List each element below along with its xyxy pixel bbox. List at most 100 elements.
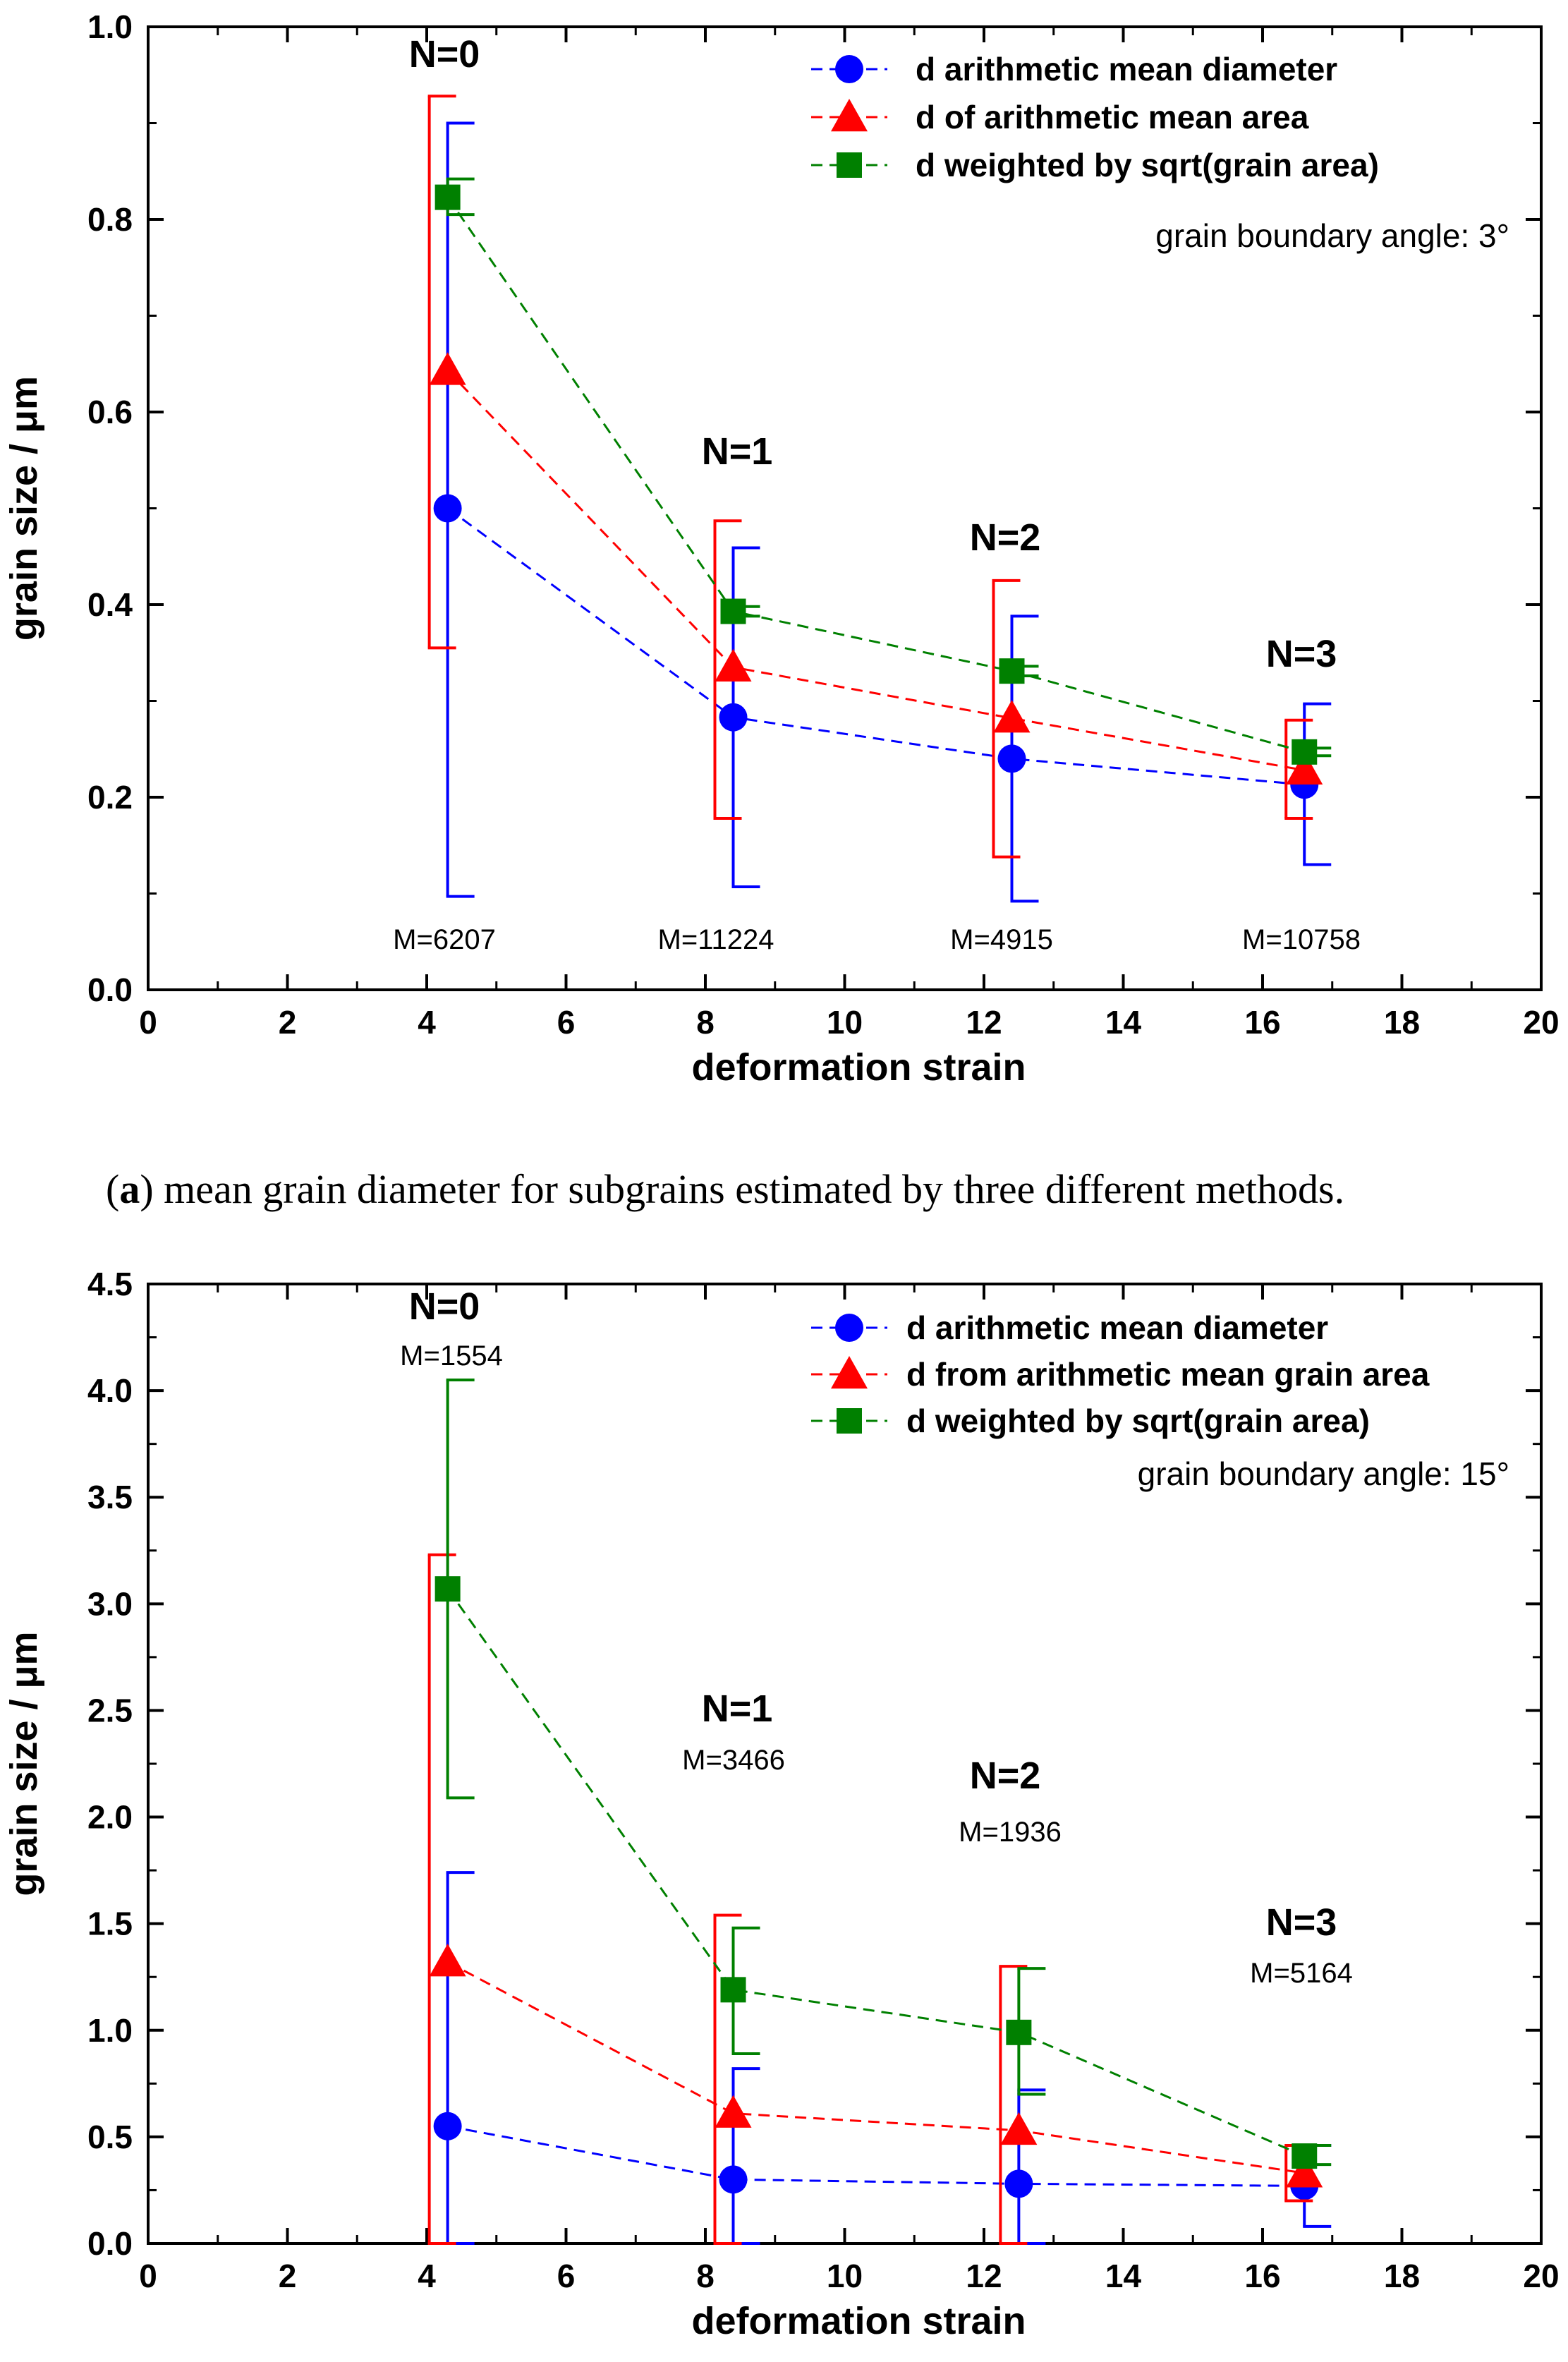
x-tick-label: 18 <box>1384 1004 1420 1041</box>
sample-count-label: M=6207 <box>393 924 496 955</box>
series-1 <box>433 1871 1332 2245</box>
legend: d arithmetic mean diameter d of arithmeti… <box>811 51 1379 183</box>
legend-marker <box>831 99 868 132</box>
series-3 <box>434 1379 1332 2169</box>
series-line <box>446 1588 1305 2157</box>
series-3 <box>434 177 1332 765</box>
x-tick-label: 20 <box>1523 1004 1559 1041</box>
group-label: N=1 <box>702 1688 773 1730</box>
data-point <box>1286 2155 1323 2188</box>
data-point <box>715 2095 752 2128</box>
y-tick-label: 3.0 <box>87 1585 133 1622</box>
data-point <box>715 648 752 682</box>
series-line <box>447 2125 1305 2187</box>
data-point <box>720 598 746 624</box>
group-label: N=1 <box>702 430 773 473</box>
x-tick-label: 0 <box>139 1004 157 1041</box>
group-label: N=0 <box>409 33 480 75</box>
legend-entry: d weighted by sqrt(grain area) <box>916 147 1379 183</box>
x-tick-label: 4 <box>418 2258 436 2294</box>
x-tick-label: 10 <box>827 1004 863 1041</box>
legend-entry: d arithmetic mean diameter <box>916 51 1337 87</box>
data-point <box>719 703 748 732</box>
y-tick-label: 1.5 <box>87 1906 133 1942</box>
y-tick-label: 2.5 <box>87 1692 133 1728</box>
data-point <box>433 2112 462 2140</box>
y-tick-label: 0.6 <box>87 394 133 430</box>
data-point <box>1006 2019 1032 2045</box>
data-point <box>433 494 462 523</box>
x-tick-label: 12 <box>966 2258 1002 2294</box>
data-point <box>719 2165 748 2194</box>
legend-marker <box>837 1408 862 1434</box>
legend-marker <box>835 55 863 83</box>
series-2 <box>427 95 1323 859</box>
series-line <box>446 370 1305 772</box>
series-line <box>446 507 1305 786</box>
data-point <box>1004 2169 1033 2198</box>
x-tick-label: 8 <box>696 2258 715 2294</box>
data-point <box>1286 751 1323 785</box>
x-axis-label: deformation strain <box>691 2300 1026 2342</box>
sample-count-label: M=3466 <box>682 1745 785 1776</box>
y-tick-label: 0.5 <box>87 2119 133 2155</box>
y-axis-label: grain size / μm <box>3 1631 45 1896</box>
sample-count-label: M=5164 <box>1250 1958 1353 1989</box>
sample-count-label: M=1936 <box>959 1817 1062 1848</box>
data-point <box>1292 2143 1318 2169</box>
series-2 <box>427 1553 1323 2245</box>
y-tick-label: 4.0 <box>87 1372 133 1409</box>
sample-count-label: M=10758 <box>1242 924 1361 955</box>
grain-boundary-annotation: grain boundary angle: 15° <box>1138 1455 1509 1492</box>
data-point <box>434 184 461 210</box>
x-tick-label: 2 <box>279 2258 297 2294</box>
y-axis-label: grain size / μm <box>3 376 45 641</box>
x-tick-label: 6 <box>557 1004 576 1041</box>
data-point <box>1000 2112 1038 2145</box>
sample-count-label: M=4915 <box>950 924 1053 955</box>
group-label: N=0 <box>409 1285 480 1328</box>
x-tick-label: 4 <box>418 1004 436 1041</box>
data-point <box>997 744 1026 773</box>
data-point <box>993 700 1031 733</box>
sample-count-label: M=11224 <box>658 924 774 955</box>
legend-marker <box>835 1314 863 1342</box>
group-label: N=2 <box>970 1755 1041 1797</box>
y-tick-label: 0.0 <box>87 971 133 1008</box>
chart-panel-1: 0 2 4 6 8 10 12 14 16 18 20 0.0 0.2 0.4 0.6 0.8 1.0 defor… <box>3 8 1560 1212</box>
data-point <box>999 658 1025 684</box>
legend-entry: d from arithmetic mean grain area <box>906 1356 1430 1393</box>
data-point <box>434 1576 461 1602</box>
data-point <box>720 1977 746 2003</box>
x-tick-label: 20 <box>1523 2258 1559 2294</box>
data-point <box>1292 739 1318 765</box>
legend-entry: d arithmetic mean diameter <box>906 1309 1328 1346</box>
x-tick-label: 8 <box>696 1004 715 1041</box>
x-tick-label: 0 <box>139 2258 157 2294</box>
chart-panel-2: 0 2 4 6 8 10 12 14 16 18 20 0.0 0.5 1.0 1.5 2.0 2.5 3.0 3.… <box>3 1266 1560 2342</box>
grain-boundary-annotation: grain boundary angle: 3° <box>1155 217 1509 254</box>
x-tick-label: 16 <box>1244 1004 1280 1041</box>
y-tick-label: 3.5 <box>87 1479 133 1515</box>
y-tick-label: 0.8 <box>87 201 133 238</box>
group-label: N=2 <box>970 516 1041 559</box>
x-tick-label: 2 <box>279 1004 297 1041</box>
y-tick-label: 1.0 <box>87 8 133 45</box>
y-tick-label: 0.4 <box>87 586 133 623</box>
x-tick-label: 18 <box>1384 2258 1420 2294</box>
x-tick-label: 6 <box>557 2258 576 2294</box>
x-tick-label: 10 <box>827 2258 863 2294</box>
y-tick-label: 0.0 <box>87 2225 133 2262</box>
legend-entry: d of arithmetic mean area <box>916 99 1309 135</box>
legend-marker <box>837 152 862 178</box>
series-line <box>446 196 1305 753</box>
legend-entry: d weighted by sqrt(grain area) <box>906 1403 1370 1439</box>
data-point <box>429 352 466 385</box>
data-point <box>429 1944 466 1977</box>
figure-caption: (a) mean grain diameter for subgrains es… <box>106 1166 1344 1212</box>
x-tick-label: 14 <box>1105 2258 1142 2294</box>
x-axis-label: deformation strain <box>691 1046 1026 1089</box>
y-tick-label: 0.2 <box>87 779 133 816</box>
y-tick-label: 2.0 <box>87 1799 133 1836</box>
